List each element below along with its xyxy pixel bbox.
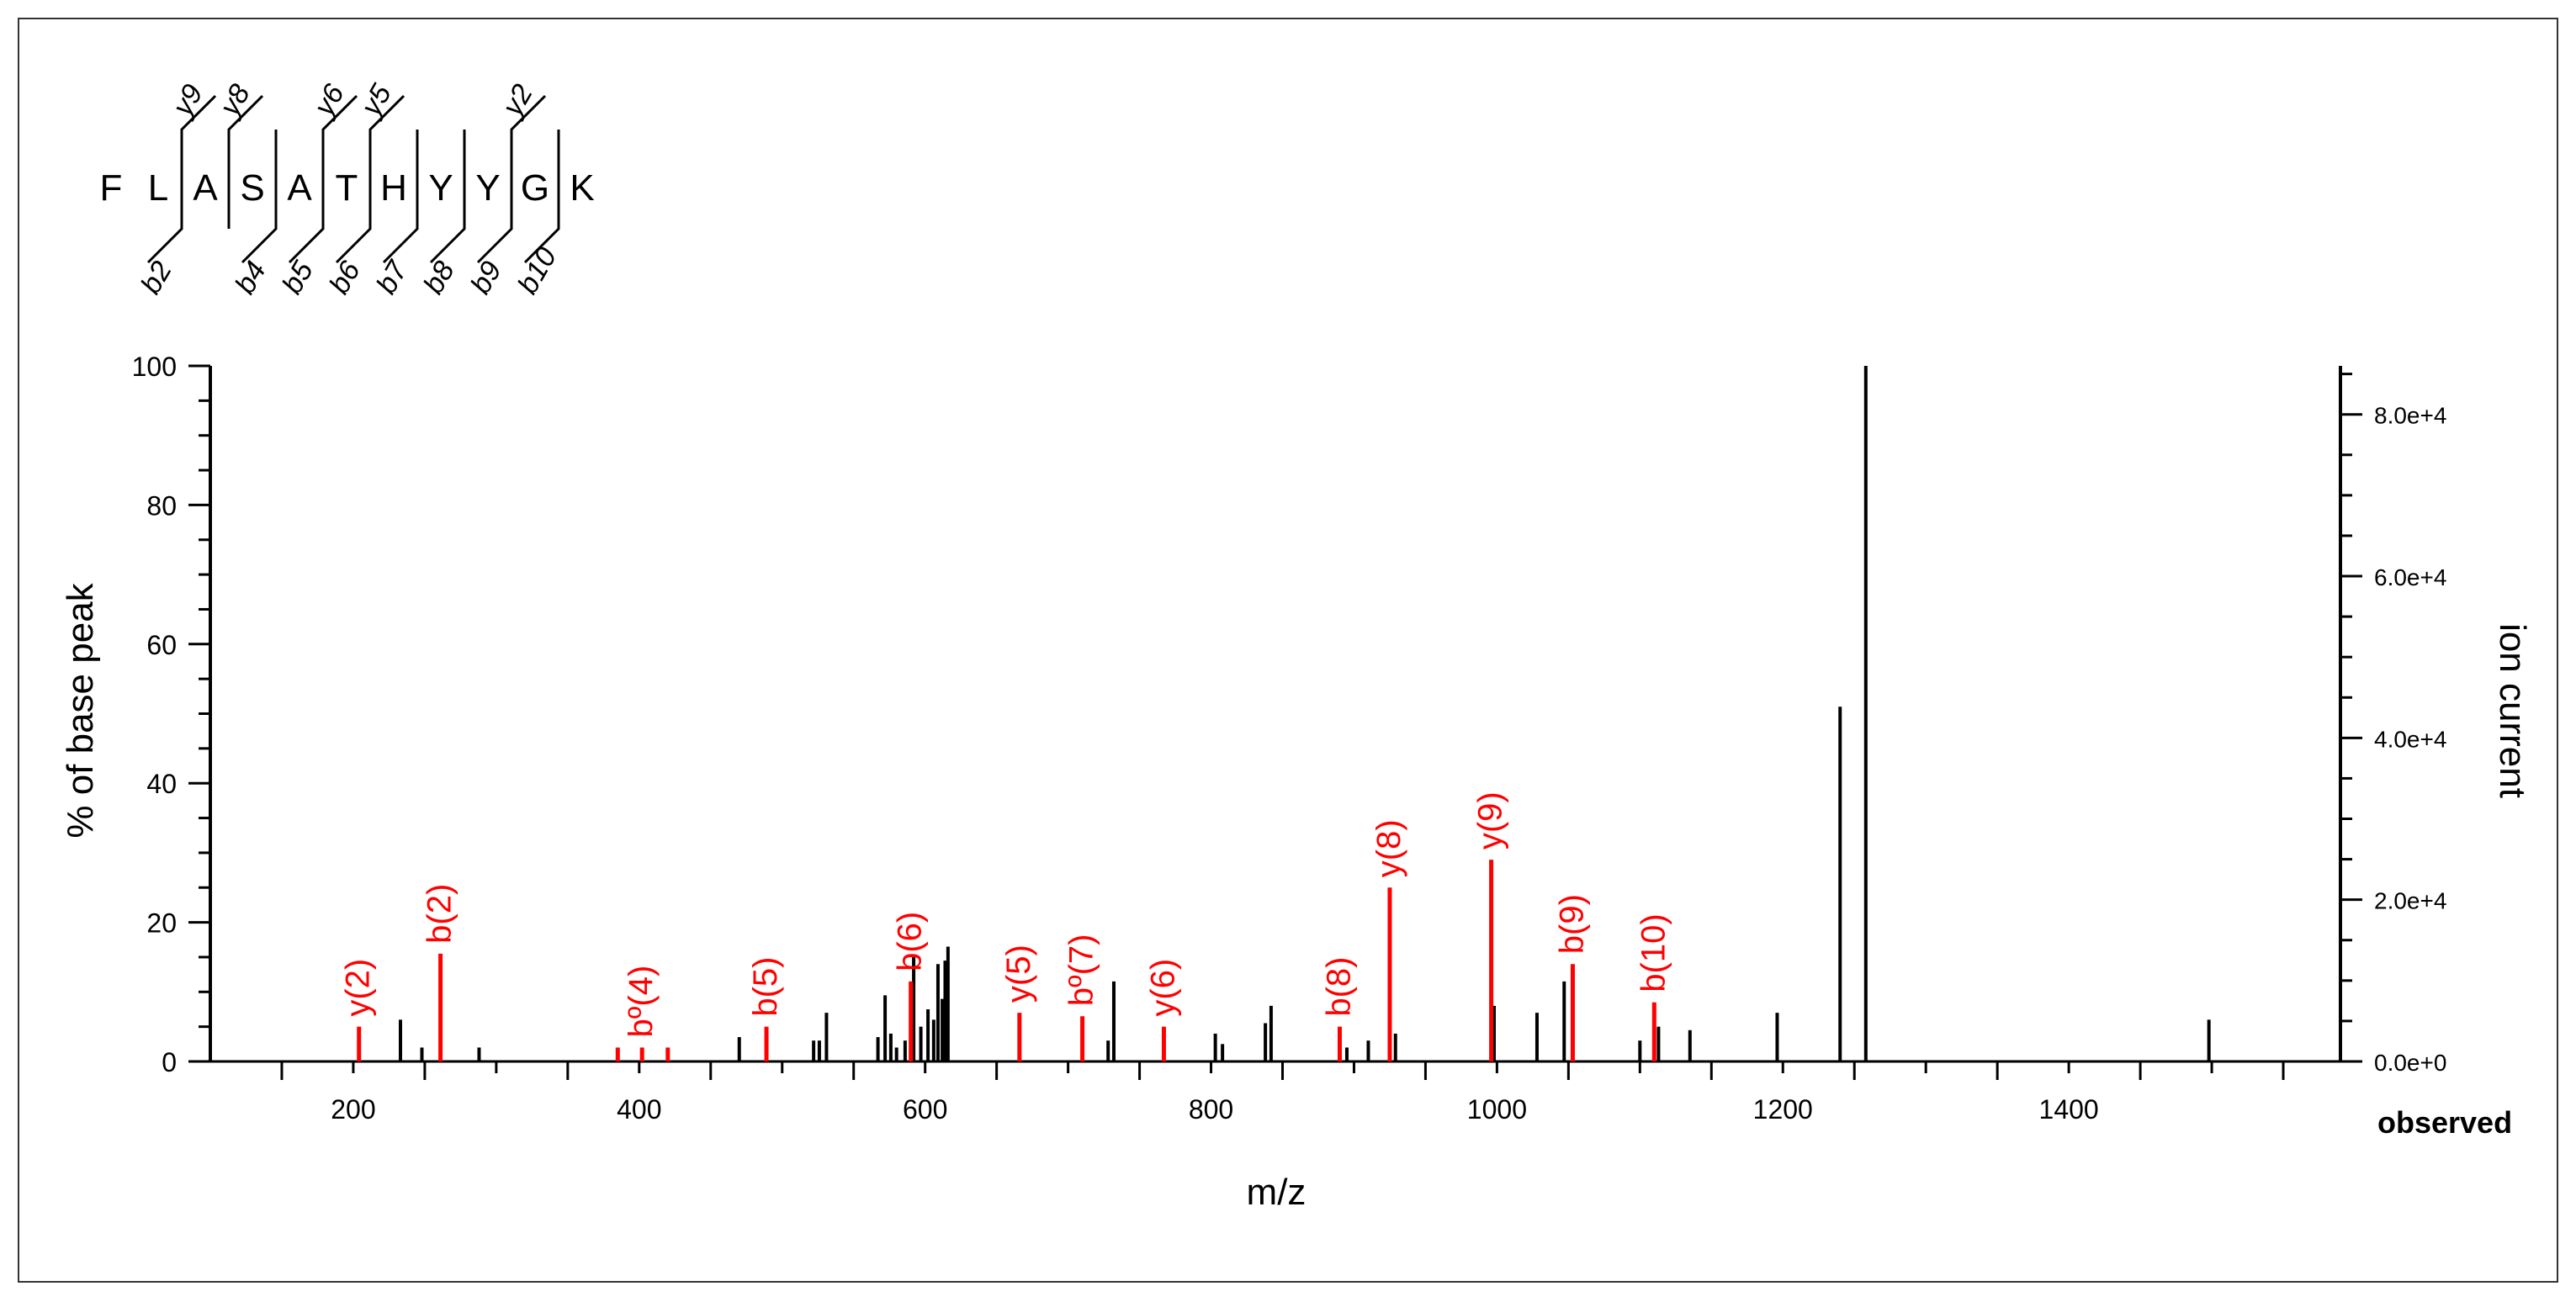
matched-peak-label: y(5) [1000,945,1037,1003]
x-tick-label: 1200 [1753,1094,1813,1125]
residue-letter: S [240,167,264,209]
b-ion-marker [146,130,183,264]
x-tick-label: 400 [617,1094,661,1125]
y-tick-label: 80 [146,490,177,521]
b-ion-marker [382,130,419,264]
residue-letter: F [100,167,123,209]
y2-tick-label: 0.0e+0 [2374,1050,2446,1076]
residue-letter: Y [475,167,500,209]
y-axis-title: % of base peak [60,582,101,838]
b-ion-marker [476,130,513,264]
b-ion-marker [335,130,372,264]
b-ion-label: b4 [229,256,273,299]
y-ion-label: y9 [166,79,209,123]
y-tick-label: 60 [146,630,177,660]
y-ion-label: y2 [496,79,539,123]
x-tick-label: 600 [903,1094,947,1125]
b-ion-marker [429,130,466,264]
residue-letter: L [148,167,168,209]
y2-tick-label: 6.0e+4 [2374,564,2446,590]
y-tick-label: 40 [146,769,177,799]
residue-letter: K [570,167,594,209]
matched-peak-label: y(9) [1472,791,1509,849]
matched-peak-label: y(2) [340,959,377,1017]
y-ion-label: y8 [213,79,257,123]
residue-letter: T [336,167,358,209]
residue-letter: H [380,167,407,209]
matched-peak-label: y(6) [1144,959,1181,1017]
b-ion-marker [288,130,325,264]
y-ion-marker [227,94,264,229]
y2-tick-label: 8.0e+4 [2374,403,2446,429]
x-tick-label: 1000 [1467,1094,1527,1125]
b-ion-label: b5 [276,256,320,299]
peak-labels: y(2) b(2) bº(4) b(5) b(6) y(5) bº(7) y(6) b(8) y(… [340,791,1672,1037]
y2-axis-title: ion current [2492,623,2533,798]
y-ion-label: y5 [354,79,398,123]
matched-peak-label: b(5) [747,957,784,1017]
y2-tick-label: 4.0e+4 [2374,726,2446,752]
y-ion-label: y6 [307,79,351,123]
x-axis-title: m/z [1247,1172,1307,1213]
matched-peak-label: y(8) [1370,819,1407,877]
x-tick-label: 800 [1189,1094,1233,1125]
peaks [357,366,2211,1061]
matched-peak-label: b(9) [1553,894,1590,954]
residue-letter: A [287,167,312,209]
b-ion-label: b7 [370,255,414,299]
b-ion-marker [241,130,278,264]
x-tick-label: 200 [331,1094,375,1125]
y-tick-label: 0 [162,1047,177,1077]
chart-frame [18,18,2558,1283]
matched-peak-label: bº(4) [623,966,660,1038]
matched-peak-label: b(10) [1635,913,1672,992]
y2-tick-label: 2.0e+4 [2374,888,2446,914]
b-ion-label: b8 [417,256,461,299]
matched-peak-label: bº(7) [1063,934,1100,1006]
b-ion-label: b6 [323,256,367,299]
residue-letter: A [193,167,218,209]
observed-label: observed [2377,1105,2512,1140]
x-tick-label: 1400 [2039,1094,2099,1125]
residue-letter: Y [428,167,453,209]
matched-peak-label: b(2) [421,884,458,944]
b-ion-label: b9 [464,256,508,299]
y-tick-label: 100 [132,352,177,382]
b-ion-label: b2 [135,256,178,299]
matched-peak-label: b(6) [892,912,929,971]
matched-peak-label: b(8) [1320,957,1357,1017]
b-ion-marker [523,130,560,264]
axes: 0 20 40 60 80 100 0.0e+0 2.0e+4 4.0e+4 6.0e+4 8.0e… [132,352,2447,1125]
b-ion-label: b10 [511,242,563,299]
y-tick-label: 20 [146,908,177,939]
residue-letter: G [521,167,549,209]
